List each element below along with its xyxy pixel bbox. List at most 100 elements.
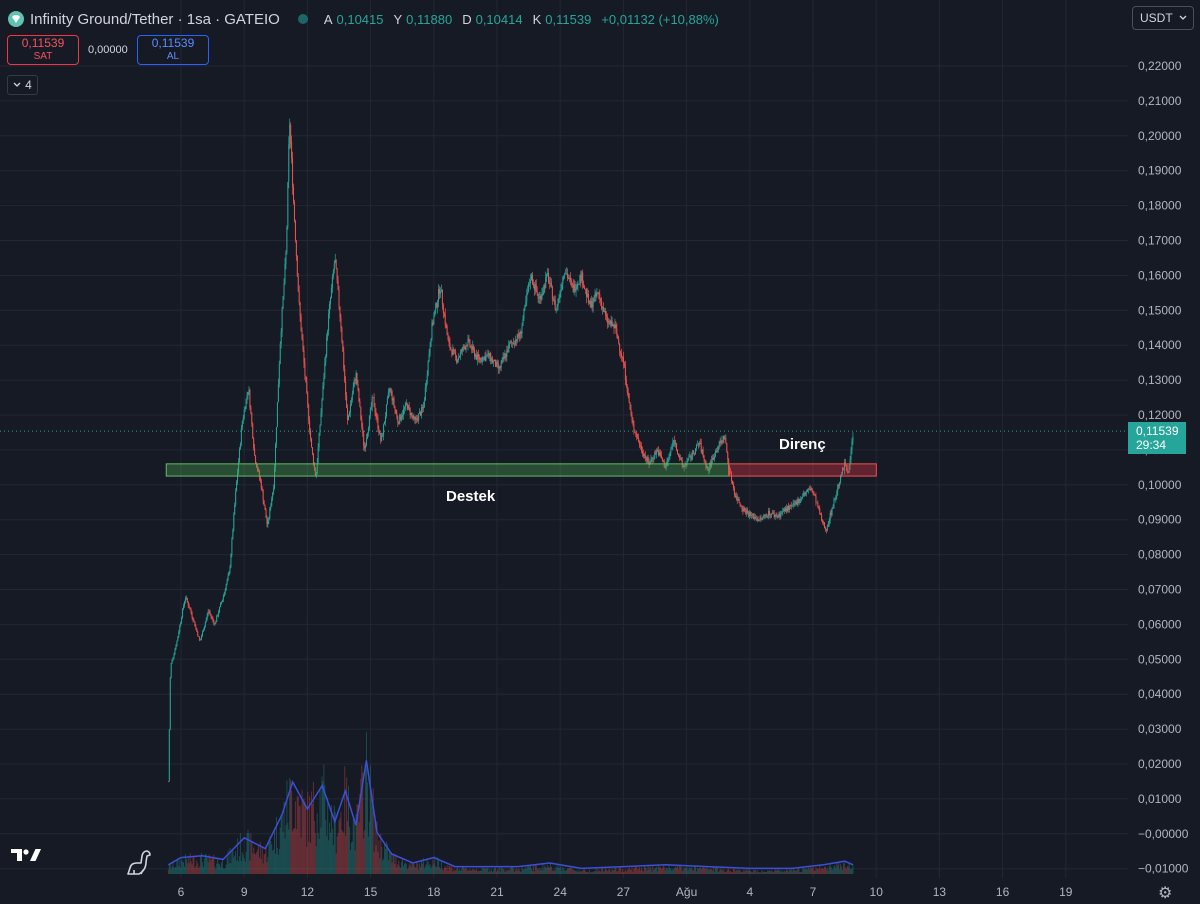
volume-bar (561, 871, 563, 874)
candle-body (241, 421, 243, 428)
candle-body (534, 284, 536, 290)
candle-body (376, 416, 378, 418)
volume-bar (531, 870, 533, 874)
candle-body (806, 489, 808, 492)
candle-body (622, 356, 624, 358)
candle-body (359, 401, 361, 407)
candle-body (786, 507, 788, 512)
candle-body (250, 407, 252, 413)
dino-icon[interactable] (125, 848, 153, 876)
volume-bar (196, 860, 198, 874)
candle-body (169, 677, 171, 730)
volume-bar (736, 870, 738, 874)
volume-bar (251, 841, 253, 874)
candle-body (432, 322, 434, 325)
candle-body (848, 465, 850, 473)
volume-bar (632, 871, 634, 874)
candle-body (189, 608, 191, 610)
volume-bar (417, 863, 419, 874)
candle-body (696, 444, 698, 446)
indicator-count: 4 (25, 78, 32, 92)
indicators-toggle-button[interactable]: 4 (7, 75, 38, 95)
candle-body (814, 494, 816, 496)
candle-body (623, 363, 625, 366)
candle-body (831, 508, 833, 516)
volume-bar (822, 867, 824, 874)
volume-bar (215, 868, 217, 874)
volume-bar (488, 871, 490, 874)
volume-bar (516, 870, 518, 874)
volume-bar (422, 858, 424, 874)
volume-bar (509, 869, 511, 874)
volume-bar (620, 867, 622, 874)
candle-body (201, 631, 203, 637)
volume-bar (828, 866, 830, 874)
volume-bar (557, 863, 559, 874)
volume-bar (686, 866, 688, 874)
volume-bar (837, 865, 839, 874)
price-axis[interactable]: 0,220000,210000,200000,190000,180000,170… (1138, 59, 1189, 876)
candle-body (302, 339, 304, 351)
volume-bar (549, 862, 551, 874)
bar-countdown: 29:34 (1136, 438, 1167, 452)
candle-body (849, 459, 851, 466)
candle-body (377, 417, 379, 429)
volume-bar (575, 870, 577, 874)
currency-select[interactable]: USDT (1132, 6, 1194, 30)
candle-body (778, 513, 780, 517)
volume-bar (678, 865, 680, 874)
volume-bar (375, 845, 377, 874)
volume-bar (735, 869, 737, 874)
candle-body (828, 521, 830, 524)
candle-body (373, 397, 375, 407)
candle-body (691, 456, 693, 460)
candle-body (529, 283, 531, 284)
candle-body (442, 304, 444, 313)
sell-button[interactable]: 0,11539 SAT (7, 35, 79, 65)
volume-bar (533, 871, 535, 874)
volume-bar (394, 863, 396, 874)
candle-body (599, 294, 601, 299)
candle-body (381, 436, 383, 442)
time-axis[interactable]: 6 9 12 15 18 21 24 27 Ağu 4 7 10 13 16 19 (178, 885, 1073, 899)
volume-bar (407, 867, 409, 874)
volume-bar (371, 805, 373, 874)
tradingview-logo-icon[interactable] (10, 847, 42, 863)
candle-body (793, 503, 795, 505)
candle-body (579, 275, 581, 284)
candle-body (496, 362, 498, 364)
candle-body (227, 575, 229, 580)
settings-gear-icon[interactable]: ⚙ (1158, 885, 1173, 902)
symbol-title[interactable]: Infinity Ground/Tether · 1sa · GATEIO (30, 10, 280, 28)
volume-bar (695, 866, 697, 874)
candle-body (205, 618, 207, 623)
volume-bar (292, 831, 294, 874)
volume-bar (614, 867, 616, 874)
volume-bar (844, 867, 846, 874)
volume-bar (227, 850, 229, 874)
candle-body (311, 438, 313, 448)
volume-bar (242, 854, 244, 874)
volume-bar (798, 868, 800, 874)
volume-bar (315, 845, 317, 874)
candle-body (780, 513, 782, 517)
candle-body (695, 444, 697, 449)
candle-body (468, 338, 470, 340)
candle-body (224, 589, 226, 593)
volume-bar (490, 871, 492, 874)
candle-body (285, 252, 287, 264)
candle-body (604, 311, 606, 312)
volume-bar (604, 867, 606, 874)
candle-body (661, 458, 663, 461)
high-value: 0,11880 (406, 11, 453, 27)
candle-body (741, 506, 743, 510)
candle-body (783, 508, 785, 512)
buy-price: 0,11539 (151, 36, 195, 50)
buy-button[interactable]: 0,11539 AL (137, 35, 209, 65)
volume-bar (696, 867, 698, 874)
volume-bar (225, 864, 227, 874)
volume-bar (231, 850, 233, 874)
symbol-logo-icon (8, 11, 24, 27)
volume-bar (377, 851, 379, 874)
